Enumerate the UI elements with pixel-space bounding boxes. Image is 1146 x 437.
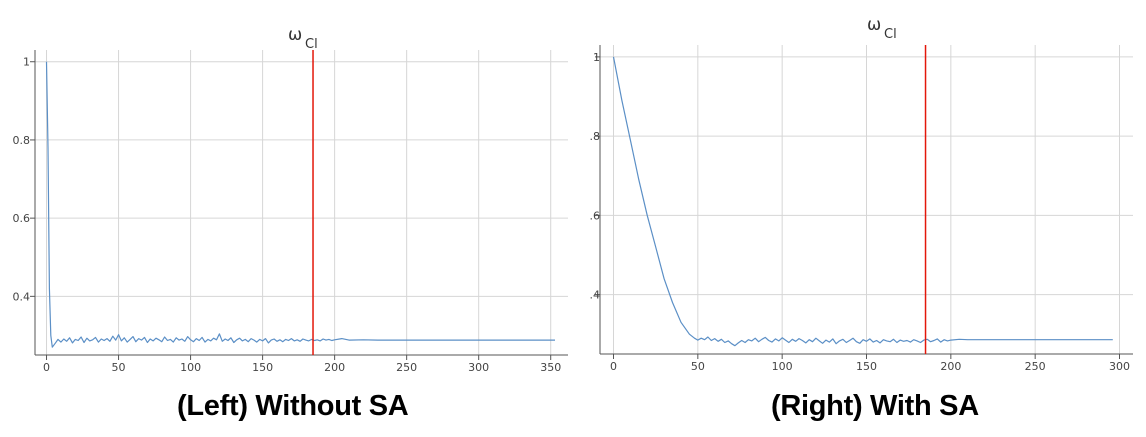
x-tick-label: 200 <box>324 361 345 374</box>
chart-right: ω Cl 0 50 100 150 200 250 300 .4 .6 .8 1 <box>590 15 1133 373</box>
y-tick-label: 0.8 <box>13 134 31 147</box>
x-tick-label: 100 <box>180 361 201 374</box>
x-tick-label: 350 <box>540 361 561 374</box>
x-tick-label: 0 <box>43 361 50 374</box>
y-tick-label: .8 <box>590 130 601 143</box>
x-tick-label: 200 <box>940 360 961 373</box>
caption-left: (Left) Without SA <box>177 390 409 422</box>
x-tick-label: 300 <box>468 361 489 374</box>
x-tick-label: 50 <box>112 361 126 374</box>
x-tick-label: 150 <box>252 361 273 374</box>
chart-title: ω <box>867 15 881 35</box>
series-line <box>45 61 555 348</box>
y-tick-label: .6 <box>590 209 601 222</box>
y-tick-label: 0.4 <box>13 290 31 303</box>
caption-right: (Right) With SA <box>771 390 979 422</box>
chart-panel-right: ω Cl 0 50 100 150 200 250 300 .4 .6 .8 1 (Right) Wit… <box>573 0 1146 437</box>
y-tick-label: .4 <box>590 289 601 302</box>
x-tick-label: 50 <box>691 360 705 373</box>
y-tick-label: 1 <box>593 51 600 64</box>
series-line <box>612 56 1113 347</box>
x-tick-label: 100 <box>772 360 793 373</box>
chart-panel-left: ω Cl 0 50 100 150 200 250 300 350 0.4 0.6 0.8 1 (Left… <box>13 25 568 422</box>
x-tick-label: 150 <box>856 360 877 373</box>
x-tick-label: 300 <box>1109 360 1130 373</box>
x-tick-label: 250 <box>1025 360 1046 373</box>
chart-title: ω <box>288 25 302 45</box>
x-tick-label: 250 <box>396 361 417 374</box>
chart-title-subscript: Cl <box>884 27 897 42</box>
chart-title-subscript: Cl <box>305 37 318 52</box>
chart-left: ω Cl 0 50 100 150 200 250 300 350 0.4 0.6 0.8 1 <box>13 25 568 374</box>
x-tick-label: 0 <box>610 360 617 373</box>
y-tick-label: 1 <box>23 56 30 69</box>
y-tick-label: 0.6 <box>13 212 31 225</box>
